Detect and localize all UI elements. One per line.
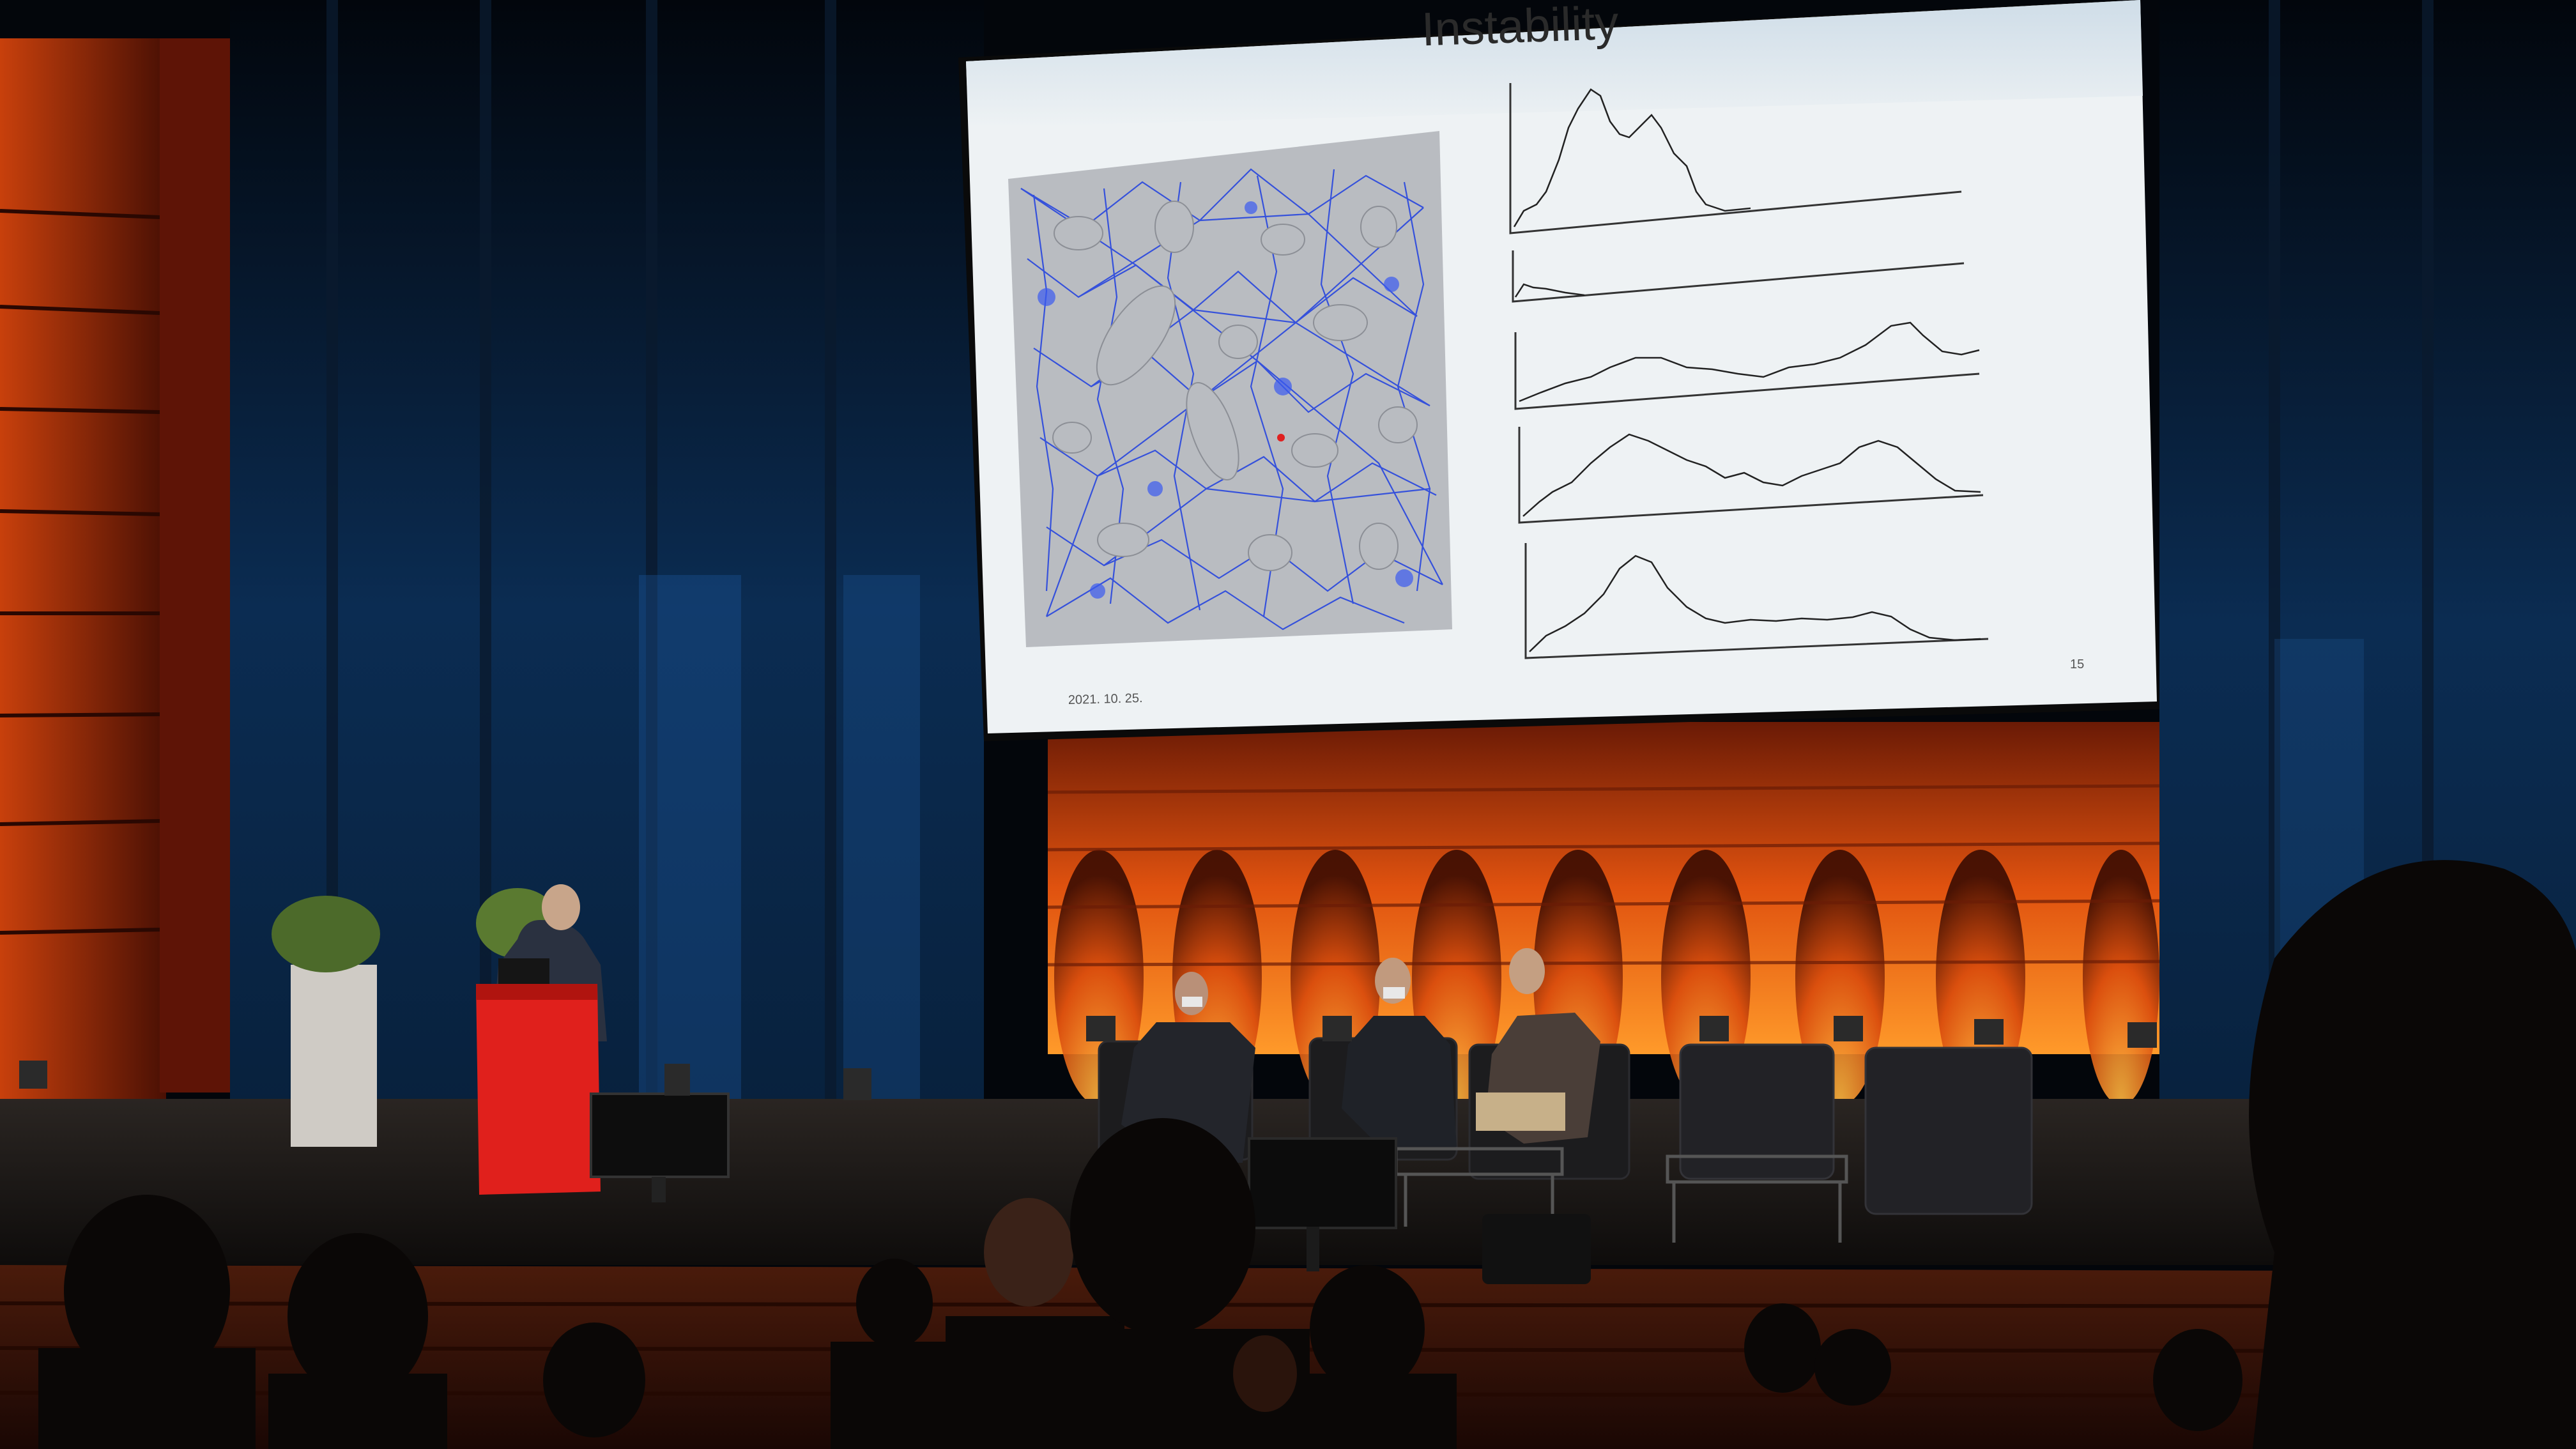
slide-date: 2021. 10. 25. (1068, 691, 1143, 707)
plot-5 (1524, 543, 1989, 659)
shrub-left (272, 896, 380, 972)
instability-plots (1509, 83, 1989, 659)
stage-monitor-left (590, 1092, 730, 1178)
network-graph (1008, 131, 1452, 647)
podium (476, 984, 601, 1195)
plot-4 (1518, 427, 1984, 524)
floor-speaker (1482, 1214, 1591, 1284)
speaker-podium-area (272, 884, 730, 1202)
slide-title: Instability (1421, 0, 1620, 56)
slide-page-number: 15 (2070, 657, 2084, 671)
laptop (498, 958, 549, 984)
armchair-4 (1679, 1043, 1835, 1180)
speaker-head (542, 884, 580, 930)
stage-monitor-center (1248, 1137, 1397, 1229)
plot-3 (1514, 321, 1980, 410)
graph-clusters (1038, 201, 1413, 599)
plot-1 (1509, 83, 1962, 234)
blue-curtains (230, 0, 2576, 1137)
left-wall (0, 38, 230, 1124)
armchair-5 (1864, 1046, 2033, 1215)
panelist-2 (1342, 958, 1457, 1147)
graph-holes (1052, 201, 1418, 571)
highlighted-node (1277, 434, 1285, 441)
audience (38, 860, 2576, 1449)
stage-lights (19, 1016, 2157, 1100)
panelist-3 (1476, 948, 1600, 1144)
plot-2 (1512, 250, 1965, 303)
planter-left (291, 965, 377, 1147)
